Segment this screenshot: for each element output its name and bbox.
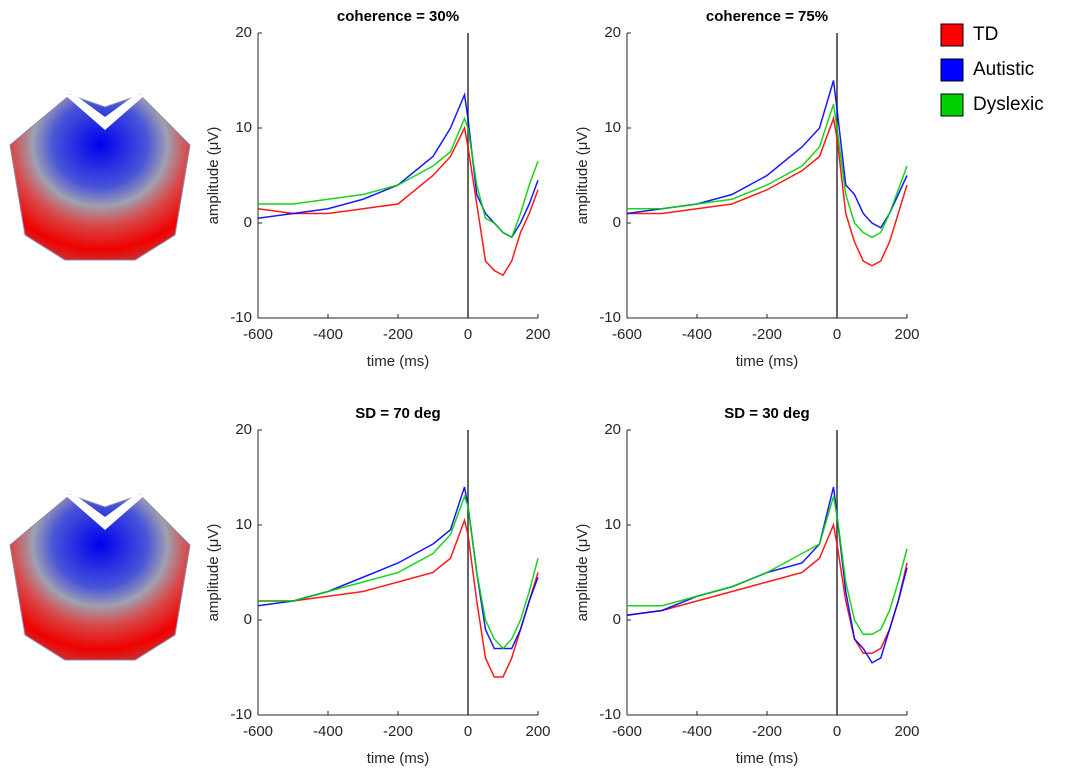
legend-swatch <box>940 23 964 47</box>
x-tick-label: 0 <box>833 326 841 343</box>
series-line <box>627 496 908 635</box>
x-tick-label: -400 <box>682 723 712 740</box>
y-axis-label: amplitude (μV) <box>205 524 222 622</box>
series-line <box>257 486 539 650</box>
x-tick-label: -600 <box>612 326 642 343</box>
x-tick-label: -400 <box>313 723 343 740</box>
y-tick-label: -10 <box>230 706 252 723</box>
y-tick-label: -10 <box>599 706 621 723</box>
series-line <box>257 91 539 239</box>
series-line <box>627 115 908 267</box>
x-tick-label: -600 <box>243 326 273 343</box>
x-tick-label: 200 <box>894 326 919 343</box>
x-tick-label: 200 <box>894 723 919 740</box>
y-tick-label: 0 <box>613 611 621 628</box>
legend-label: Dyslexic <box>973 94 1044 115</box>
series-line <box>258 494 539 650</box>
x-tick-label: 0 <box>464 326 472 343</box>
y-tick-label: 10 <box>604 516 621 533</box>
series-line <box>626 522 908 654</box>
x-tick-label: 0 <box>464 723 472 740</box>
x-tick-label: 0 <box>833 723 841 740</box>
y-tick-label: 20 <box>235 24 252 41</box>
y-axis-label: amplitude (μV) <box>205 127 222 225</box>
x-tick-label: -600 <box>243 723 273 740</box>
y-tick-label: 0 <box>244 611 252 628</box>
series-line <box>257 125 539 277</box>
y-tick-label: 0 <box>613 214 621 231</box>
legend-label: Autistic <box>973 59 1034 80</box>
x-tick-label: -600 <box>612 723 642 740</box>
y-tick-label: 10 <box>235 516 252 533</box>
legend-swatch <box>940 58 964 82</box>
y-tick-label: 10 <box>235 119 252 136</box>
series-line <box>627 104 908 239</box>
x-tick-label: 200 <box>525 723 550 740</box>
x-axis-label: time (ms) <box>367 353 430 370</box>
x-tick-label: -200 <box>752 723 782 740</box>
y-tick-label: 10 <box>604 119 621 136</box>
y-tick-label: 20 <box>604 421 621 438</box>
x-tick-label: -200 <box>383 723 413 740</box>
y-axis-label: amplitude (μV) <box>574 524 591 622</box>
x-axis-label: time (ms) <box>367 750 430 767</box>
x-tick-label: -200 <box>752 326 782 343</box>
chart-title: coherence = 75% <box>706 8 828 25</box>
x-tick-label: -400 <box>682 326 712 343</box>
y-axis-label: amplitude (μV) <box>574 127 591 225</box>
y-tick-label: 0 <box>244 214 252 231</box>
series-line <box>258 116 539 239</box>
chart-title: SD = 30 deg <box>724 405 809 422</box>
series-line <box>258 517 539 678</box>
head-map <box>9 494 191 661</box>
y-tick-label: 20 <box>235 421 252 438</box>
series-line <box>626 80 908 229</box>
y-tick-label: 20 <box>604 24 621 41</box>
y-tick-label: -10 <box>230 309 252 326</box>
chart-title: coherence = 30% <box>337 8 459 25</box>
legend-label: TD <box>973 24 998 45</box>
series-line <box>626 486 908 664</box>
chart-title: SD = 70 deg <box>355 405 440 422</box>
x-axis-label: time (ms) <box>736 750 799 767</box>
y-tick-label: -10 <box>599 309 621 326</box>
x-tick-label: -400 <box>313 326 343 343</box>
x-tick-label: -200 <box>383 326 413 343</box>
head-map <box>9 94 191 261</box>
legend-swatch <box>940 93 964 117</box>
x-tick-label: 200 <box>525 326 550 343</box>
x-axis-label: time (ms) <box>736 353 799 370</box>
